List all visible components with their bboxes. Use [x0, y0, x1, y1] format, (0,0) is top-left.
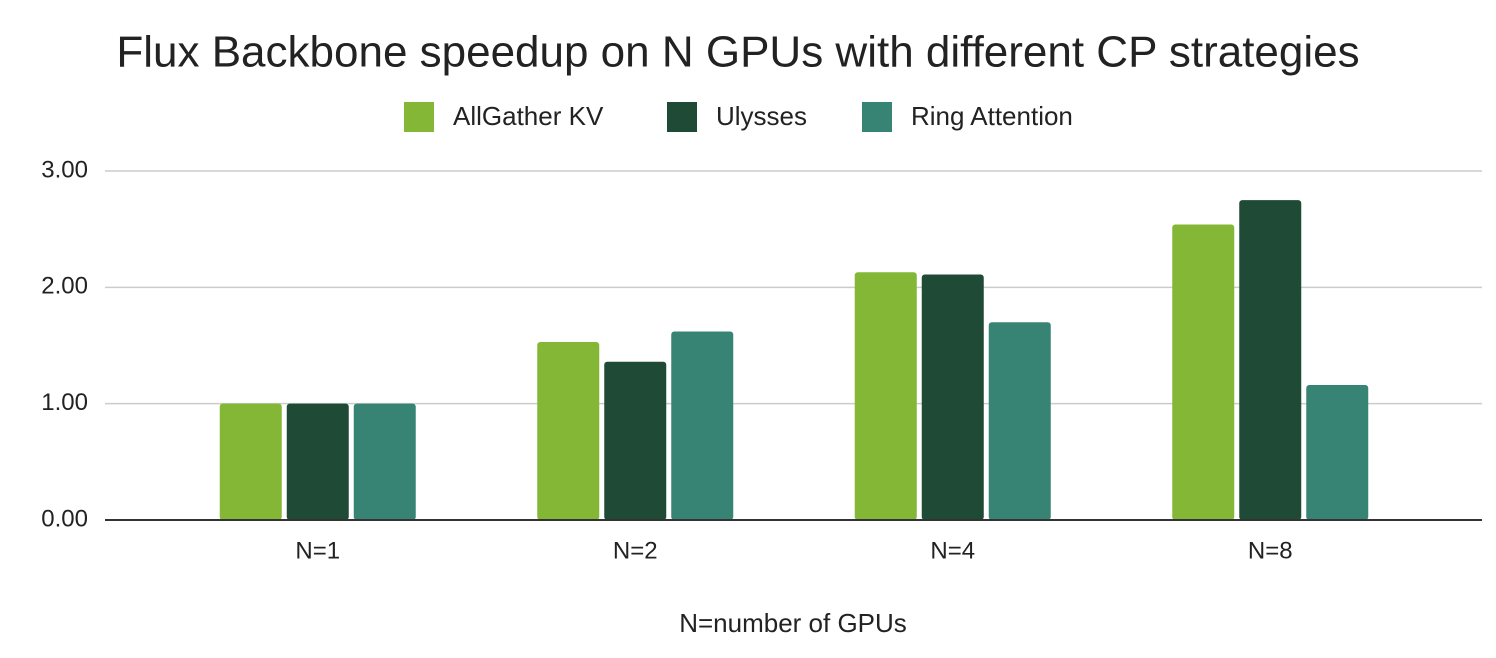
- x-tick-label: N=2: [613, 537, 658, 564]
- bar: [671, 331, 734, 520]
- legend-swatch: [404, 102, 434, 132]
- bar: [921, 274, 984, 520]
- bar: [353, 403, 416, 520]
- legend-label: AllGather KV: [453, 101, 604, 131]
- legend-swatch: [862, 102, 892, 132]
- chart-title: Flux Backbone speedup on N GPUs with dif…: [116, 28, 1359, 77]
- bar: [988, 322, 1051, 520]
- y-tick-label: 1.00: [41, 389, 88, 416]
- x-axis-title: N=number of GPUs: [679, 608, 907, 638]
- bar: [604, 361, 667, 520]
- bar: [286, 403, 349, 520]
- x-tick-label: N=4: [930, 537, 975, 564]
- bar: [1239, 200, 1302, 521]
- bar: [219, 403, 282, 520]
- y-tick-label: 2.00: [41, 273, 88, 300]
- bar: [1172, 224, 1235, 520]
- y-tick-label: 0.00: [41, 505, 88, 532]
- legend-label: Ring Attention: [911, 101, 1073, 131]
- bar: [854, 272, 917, 520]
- y-tick-label: 3.00: [41, 156, 88, 183]
- x-tick-label: N=8: [1248, 537, 1293, 564]
- x-tick-label: N=1: [295, 537, 340, 564]
- legend-label: Ulysses: [716, 101, 807, 131]
- legend-swatch: [667, 102, 697, 132]
- bar: [1306, 385, 1369, 520]
- bar: [537, 342, 600, 520]
